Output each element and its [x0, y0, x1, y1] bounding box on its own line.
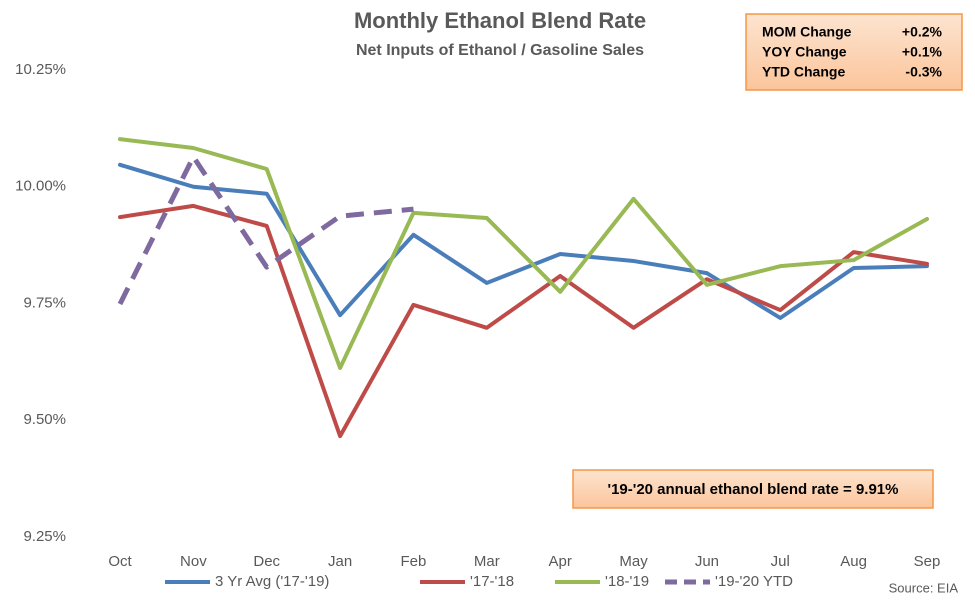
series-line: [118, 137, 929, 370]
legend-label: '17-'18: [470, 573, 514, 590]
y-tick-label: 9.25%: [23, 528, 66, 545]
x-tick-label: Jan: [328, 553, 352, 570]
info-label: MOM Change: [762, 24, 852, 40]
x-tick-label: Oct: [108, 553, 132, 570]
source: Source: EIA: [889, 580, 959, 595]
legend-label: '19-'20 YTD: [715, 573, 793, 590]
x-tick-label: Mar: [474, 553, 500, 570]
x-tick-label: May: [619, 553, 648, 570]
annotation: '19-'20 annual ethanol blend rate = 9.91…: [608, 481, 899, 498]
annotation-box: [572, 469, 934, 509]
x-tick-label: Apr: [549, 553, 572, 570]
y-tick-label: 10.00%: [15, 178, 66, 195]
legend-label: 3 Yr Avg ('17-'19): [215, 573, 329, 590]
x-tick-label: Nov: [180, 553, 207, 570]
chart-subtitle: Net Inputs of Ethanol / Gasoline Sales: [356, 42, 644, 59]
legend-label: '18-'19: [605, 573, 649, 590]
y-tick-label: 9.50%: [23, 411, 66, 428]
x-tick-label: Jul: [771, 553, 790, 570]
series-line: [117, 154, 414, 306]
series-line: [118, 203, 929, 439]
x-tick-label: Sep: [914, 553, 941, 570]
x-tick-label: Aug: [840, 553, 867, 570]
info-label: YOY Change: [762, 44, 847, 60]
x-tick-label: Feb: [401, 553, 427, 570]
x-tick-label: Dec: [253, 553, 280, 570]
y-tick-label: 9.75%: [23, 294, 66, 311]
info-label: YTD Change: [762, 64, 845, 80]
series-line: [118, 162, 929, 320]
info-box: [745, 13, 963, 91]
y-tick-label: 10.25%: [15, 61, 66, 78]
info-value: +0.2%: [902, 24, 943, 40]
info-value: +0.1%: [902, 44, 943, 60]
chart-title: Monthly Ethanol Blend Rate: [354, 8, 646, 33]
x-tick-label: Jun: [695, 553, 719, 570]
info-value: -0.3%: [905, 64, 942, 80]
